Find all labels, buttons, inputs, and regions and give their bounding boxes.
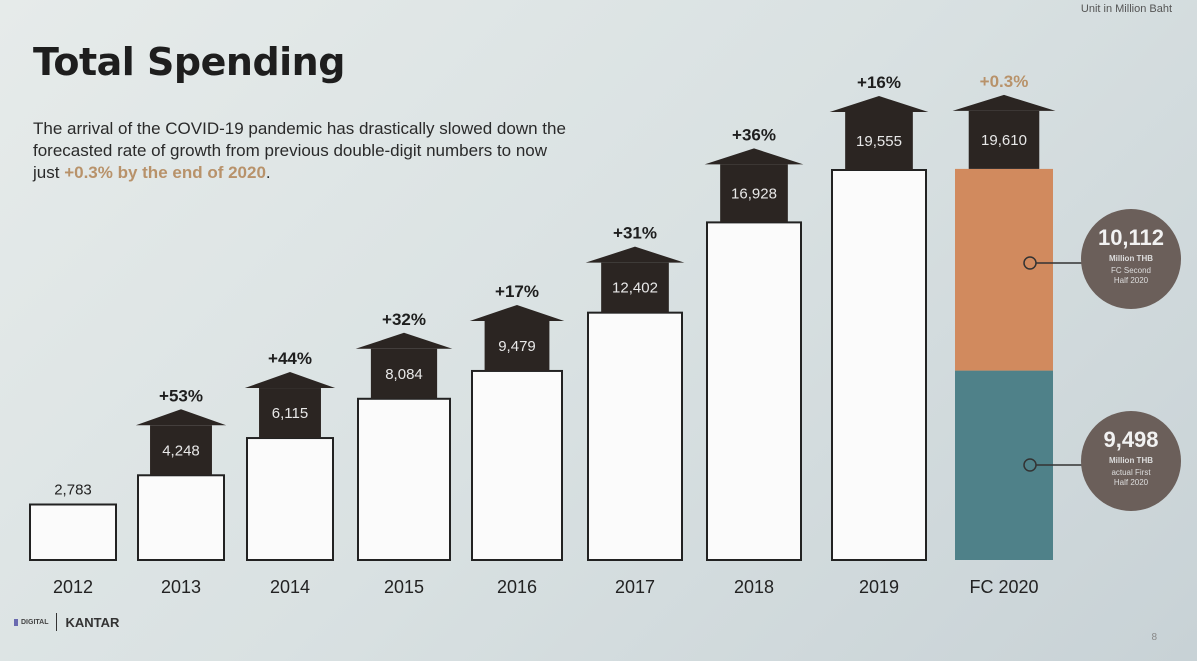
growth-label: +32% <box>382 310 426 329</box>
growth-arrow-roof <box>704 148 804 165</box>
growth-label: +16% <box>857 73 901 92</box>
footer-logo: DIGITAL KANTAR <box>14 613 119 631</box>
value-label: 8,084 <box>385 366 423 383</box>
bar-2013 <box>137 474 225 562</box>
growth-arrow-body <box>150 425 212 476</box>
x-tick-label: 2019 <box>859 577 899 597</box>
x-tick-label: 2018 <box>734 577 774 597</box>
growth-arrow-roof <box>135 409 227 426</box>
bar-2012 <box>29 503 117 562</box>
x-tick-label: FC 2020 <box>969 577 1038 597</box>
x-tick-label: 2017 <box>615 577 655 597</box>
callout-marker <box>1023 256 1037 270</box>
callout-note: FC Second <box>1111 266 1151 275</box>
growth-label: +31% <box>613 224 657 243</box>
bar-2018 <box>706 221 802 562</box>
callout-note: actual First <box>1111 468 1151 477</box>
growth-arrow-body <box>601 262 669 313</box>
digital-logo: DIGITAL <box>14 618 48 626</box>
x-tick-label: 2013 <box>161 577 201 597</box>
growth-arrow-body <box>370 348 438 399</box>
value-label: 9,479 <box>498 338 536 355</box>
description: The arrival of the COVID-19 pandemic has… <box>33 118 573 184</box>
growth-arrow-roof <box>829 96 929 112</box>
growth-label: +36% <box>732 125 776 144</box>
description-end: . <box>265 163 271 182</box>
growth-arrow-body <box>845 112 913 170</box>
bar-segment-second-half-2020 <box>955 168 1053 371</box>
value-label: 12,402 <box>612 280 658 297</box>
page-title: Total Spending <box>33 40 345 84</box>
description-text: The arrival of the COVID-19 pandemic has… <box>33 119 566 182</box>
x-tick-label: 2016 <box>497 577 537 597</box>
bar-2017 <box>587 311 683 561</box>
value-label: 19,610 <box>981 132 1027 149</box>
bar-2014 <box>246 437 334 561</box>
growth-label: +53% <box>159 386 203 405</box>
callout-unit: Million THB <box>1109 456 1153 465</box>
callout-value: 10,112 <box>1098 225 1164 250</box>
callout-bubble <box>1081 411 1181 511</box>
growth-arrow-roof <box>469 304 565 321</box>
x-tick-label: 2012 <box>53 577 93 597</box>
growth-arrow-body <box>720 164 788 223</box>
x-tick-label: 2014 <box>270 577 310 597</box>
unit-label: Unit in Million Baht <box>1080 3 1172 15</box>
callout-note: Half 2020 <box>1114 478 1149 487</box>
kantar-logo: KANTAR <box>65 614 120 630</box>
growth-arrow-body <box>968 110 1040 169</box>
value-label: 4,248 <box>162 442 200 459</box>
bar-2016 <box>471 369 563 562</box>
value-label: 6,115 <box>272 405 308 422</box>
growth-arrow-roof <box>952 94 1056 111</box>
value-label: 2,783 <box>54 481 92 498</box>
bar-2015 <box>357 397 451 562</box>
growth-arrow-roof <box>355 332 453 349</box>
growth-arrow-roof <box>585 246 685 263</box>
value-label: 16,928 <box>731 185 777 202</box>
growth-label: +0.3% <box>980 72 1029 91</box>
growth-arrow-body <box>259 388 321 439</box>
description-highlight: +0.3% by the end of 2020 <box>64 163 266 182</box>
bar-2019 <box>831 169 927 561</box>
callout-bubble <box>1081 209 1181 309</box>
page-number: 8 <box>1151 632 1157 643</box>
callout-unit: Million THB <box>1109 254 1153 263</box>
callout-note: Half 2020 <box>1114 276 1149 285</box>
growth-arrow-roof <box>244 372 336 389</box>
logo-divider <box>56 613 58 631</box>
growth-arrow-body <box>484 320 550 371</box>
growth-label: +44% <box>268 349 312 368</box>
growth-label: +17% <box>495 282 539 301</box>
callout-marker <box>1023 458 1037 472</box>
value-label: 19,555 <box>856 133 902 150</box>
callout-value: 9,498 <box>1103 427 1158 452</box>
x-tick-label: 2015 <box>384 577 424 597</box>
